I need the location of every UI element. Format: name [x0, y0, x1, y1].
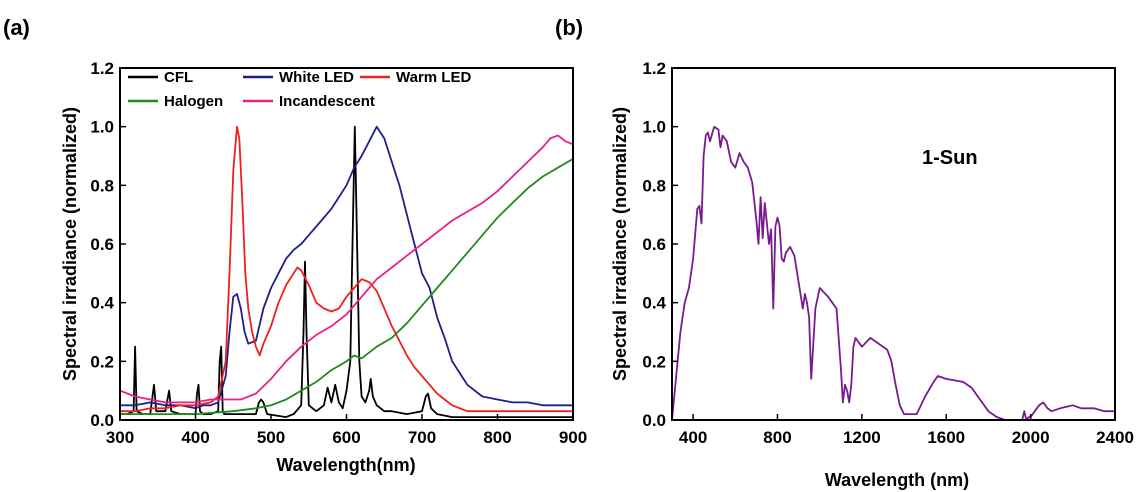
panel-a-x-axis-title: Wavelength(nm): [276, 455, 415, 475]
panel-a-y-axis-title: Spectral irradiance (normalized): [60, 107, 80, 381]
panel-a-x-tick-label: 400: [181, 428, 209, 447]
panel-a-y-tick-label: 0.0: [90, 411, 114, 430]
panel-b-x-tick-label: 1200: [843, 428, 881, 447]
panel-a-plot-frame: [119, 67, 574, 421]
panel-a-series-group: [119, 125, 574, 418]
panel-b-x-tick-label: 1600: [927, 428, 965, 447]
panel-a-series-white-led: [120, 125, 573, 410]
panel-a-x-tick-label: 700: [408, 428, 436, 447]
legend-label-warm-led: Warm LED: [396, 69, 471, 86]
panel-a-x-tick-label: 500: [257, 428, 285, 447]
panel-a-series-halogen: [120, 158, 574, 415]
panel-label-b: (b): [555, 15, 583, 40]
panel-b-x-tick-label: 2400: [1096, 428, 1134, 447]
panel-b-y-tick-label: 0.6: [642, 235, 666, 254]
panel-b-plot-frame: [671, 67, 1116, 421]
panel-b-x-tick-label: 2000: [1012, 428, 1050, 447]
panel-a-chart: 300 400 500 600 700 800 900 0.0 0.2 0.4 0.6 0.8 1.0 1…: [60, 59, 587, 475]
panel-a-series-cfl: [120, 125, 573, 418]
panel-a-y-tick-label: 1.2: [90, 59, 114, 78]
panel-b-y-tick-label: 1.2: [642, 59, 666, 78]
panel-a-x-tick-label: 300: [106, 428, 134, 447]
panel-a-series-warm-led: [120, 125, 573, 413]
panel-a-x-tick-label: 900: [559, 428, 587, 447]
panel-a-y-tick-label: 1.0: [90, 118, 114, 137]
panel-a-y-tick-label: 0.6: [90, 235, 114, 254]
panel-a-x-tick-label: 800: [483, 428, 511, 447]
legend-label-cfl: CFL: [164, 69, 193, 86]
legend-label-incandescent: Incandescent: [279, 93, 375, 110]
panel-b-x-axis-title: Wavelength (nm): [825, 470, 969, 490]
one-sun-annotation: 1-Sun: [922, 147, 978, 169]
legend-label-white-led: White LED: [279, 69, 354, 86]
panel-b-series-group: [671, 125, 1115, 421]
legend-label-halogen: Halogen: [164, 93, 223, 110]
panel-a-legend: CFL White LED Warm LED Halogen Incandescent: [128, 69, 471, 110]
panel-a-x-tick-label: 600: [332, 428, 360, 447]
panel-label-a: (a): [3, 15, 30, 40]
panel-b-y-tick-label: 1.0: [642, 118, 666, 137]
panel-a-y-tick-label: 0.2: [90, 352, 114, 371]
panel-b-y-tick-label: 0.2: [642, 352, 666, 371]
panel-a-series-incandescent: [119, 134, 574, 404]
panel-b-y-tick-label: 0.8: [642, 176, 666, 195]
panel-b-ticks: 400 800 1200 1600 2000 2400 0.0 0.2 0.4 0.6 0.8 1.0…: [642, 59, 1134, 447]
panel-b-series-spectrum: [671, 125, 1115, 421]
panel-b-chart: 400 800 1200 1600 2000 2400 0.0 0.2 0.4 0.6 0.8 1.0…: [610, 59, 1134, 490]
panel-a-y-tick-label: 0.8: [90, 176, 114, 195]
panel-b-y-axis-title: Spectral irradiance (normalized): [610, 107, 630, 381]
panel-a-y-tick-label: 0.4: [90, 294, 114, 313]
panel-b-x-tick-label: 400: [679, 428, 707, 447]
panel-a-ticks: 300 400 500 600 700 800 900 0.0 0.2 0.4 0.6 0.8 1.0 1…: [90, 59, 587, 447]
panel-b-y-tick-label: 0.0: [642, 411, 666, 430]
panel-b-x-tick-label: 800: [763, 428, 791, 447]
panel-b-y-tick-label: 0.4: [642, 294, 666, 313]
